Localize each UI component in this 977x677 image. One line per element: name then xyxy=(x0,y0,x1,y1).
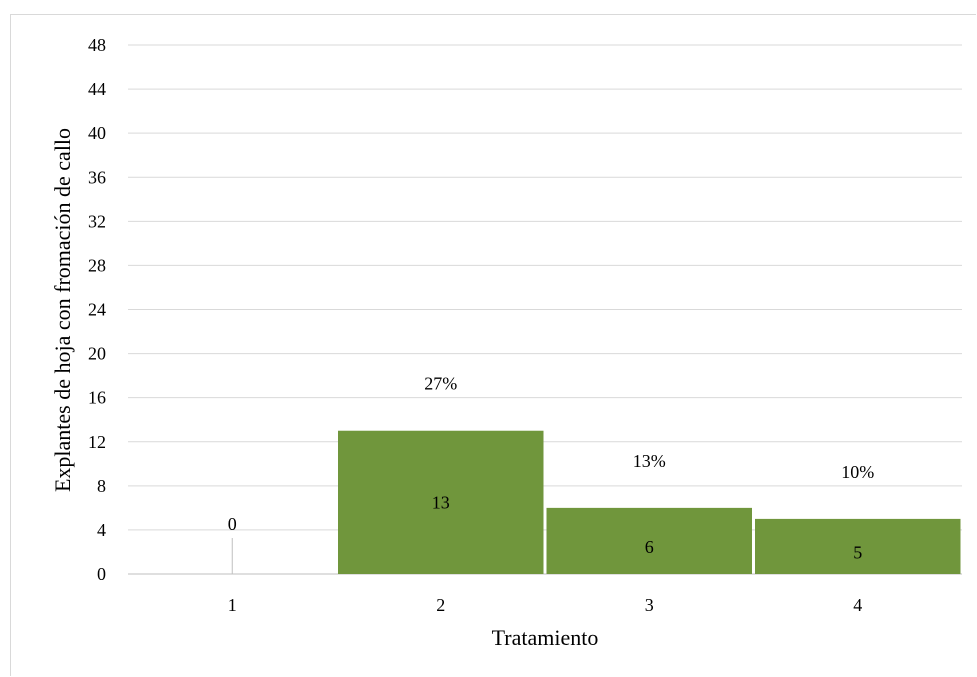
chart-frame xyxy=(10,14,976,676)
y-tick-label: 8 xyxy=(97,476,106,496)
y-tick-label: 24 xyxy=(88,300,106,320)
x-tick-label: 1 xyxy=(228,595,237,615)
y-tick-label: 4 xyxy=(97,520,106,540)
data-labels: 0 13 27% 6 13% 5 10% xyxy=(228,374,875,563)
y-tick-label: 16 xyxy=(88,388,106,408)
bar xyxy=(755,518,961,574)
gridlines xyxy=(128,44,962,575)
bar-value-label: 13 xyxy=(432,492,450,512)
x-tick-label: 4 xyxy=(853,595,862,615)
y-tick-label: 48 xyxy=(88,35,106,55)
y-tick-label: 32 xyxy=(88,211,106,231)
bar-value-label: 0 xyxy=(228,514,237,534)
bar-percent-label: 27% xyxy=(424,374,457,394)
y-axis-title: Explantes de hoja con fromación de callo xyxy=(50,128,75,492)
x-axis-title: Tratamiento xyxy=(492,625,599,650)
y-tick-label: 40 xyxy=(88,123,106,143)
y-tick-label: 12 xyxy=(88,432,106,452)
bar-percent-label: 13% xyxy=(633,451,666,471)
y-tick-label: 0 xyxy=(97,564,106,584)
y-tick-label: 36 xyxy=(88,167,106,187)
x-tick-labels: 1 2 3 4 xyxy=(228,595,863,615)
bar xyxy=(546,507,752,574)
x-tick-label: 3 xyxy=(645,595,654,615)
bar-percent-label: 10% xyxy=(841,462,874,482)
bar-value-label: 6 xyxy=(645,537,654,557)
y-tick-label: 20 xyxy=(88,344,106,364)
bar xyxy=(338,430,544,574)
y-tick-label: 44 xyxy=(88,79,106,99)
bars xyxy=(231,430,961,574)
bar-value-label: 5 xyxy=(853,542,862,562)
x-tick-label: 2 xyxy=(436,595,445,615)
y-tick-label: 28 xyxy=(88,255,106,275)
